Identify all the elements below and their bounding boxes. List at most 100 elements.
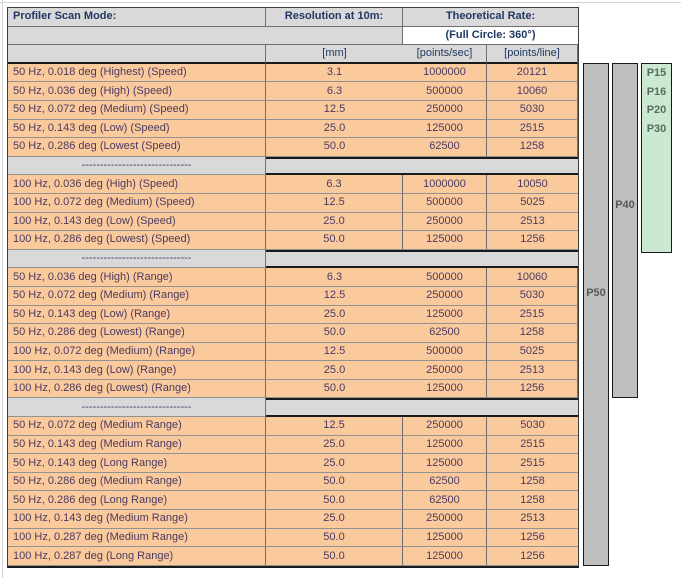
mode-cell[interactable]: 50 Hz, 0.018 deg (Highest) (Speed) (8, 63, 266, 83)
resolution-mm-cell[interactable]: 3.1 (266, 63, 403, 83)
mode-cell[interactable]: 100 Hz, 0.143 deg (Low) (Range) (8, 361, 266, 380)
resolution-mm-cell[interactable]: 50.0 (266, 231, 403, 250)
mode-cell[interactable]: 50 Hz, 0.143 deg (Low) (Speed) (8, 119, 266, 139)
header-unit-points-per-sec[interactable]: [points/sec] (403, 45, 487, 64)
points-per-sec-cell[interactable]: 250000 (403, 212, 487, 232)
points-per-line-cell[interactable]: 2513 (487, 361, 578, 380)
header-theoretical-rate[interactable]: Theoretical Rate: (403, 8, 578, 27)
mode-cell[interactable]: 50 Hz, 0.286 deg (Medium Range) (8, 472, 266, 492)
separator-dashes-cell[interactable]: ------------------------------ (8, 398, 266, 418)
points-per-sec-cell[interactable]: 250000 (403, 286, 487, 306)
points-per-sec-cell[interactable]: 125000 (403, 435, 487, 455)
mode-cell[interactable]: 50 Hz, 0.072 deg (Medium) (Speed) (8, 100, 266, 120)
points-per-line-cell[interactable]: 1256 (487, 547, 578, 566)
header-blank-cell-1[interactable] (8, 26, 266, 46)
points-per-line-cell[interactable]: 2515 (487, 454, 578, 473)
mode-cell[interactable]: 50 Hz, 0.143 deg (Long Range) (8, 454, 266, 473)
points-per-sec-cell[interactable]: 250000 (403, 100, 487, 120)
points-per-sec-cell[interactable]: 125000 (403, 305, 487, 325)
resolution-mm-cell[interactable]: 25.0 (266, 212, 403, 232)
points-per-line-cell[interactable]: 2515 (487, 305, 578, 325)
points-per-sec-cell[interactable]: 125000 (403, 379, 487, 399)
points-per-sec-cell[interactable]: 62500 (403, 491, 487, 511)
separator-blank-cell[interactable] (266, 398, 578, 418)
resolution-mm-cell[interactable]: 6.3 (266, 268, 403, 287)
points-per-line-cell[interactable]: 5030 (487, 417, 578, 436)
resolution-mm-cell[interactable]: 25.0 (266, 119, 403, 139)
header-blank-cell-3[interactable] (8, 45, 266, 64)
mode-cell[interactable]: 50 Hz, 0.036 deg (High) (Range) (8, 268, 266, 287)
mode-cell[interactable]: 50 Hz, 0.036 deg (High) (Speed) (8, 82, 266, 101)
resolution-mm-cell[interactable]: 6.3 (266, 175, 403, 194)
resolution-mm-cell[interactable]: 50.0 (266, 138, 403, 157)
points-per-line-cell[interactable]: 2515 (487, 435, 578, 455)
mode-cell[interactable]: 100 Hz, 0.072 deg (Medium) (Range) (8, 342, 266, 362)
points-per-line-cell[interactable]: 1256 (487, 379, 578, 399)
points-per-line-cell[interactable]: 10050 (487, 175, 578, 194)
resolution-mm-cell[interactable]: 6.3 (266, 82, 403, 101)
resolution-mm-cell[interactable]: 12.5 (266, 417, 403, 436)
merged-column-p-group[interactable]: P15 P16 P20 P30 (641, 63, 672, 253)
separator-dashes-cell[interactable]: ------------------------------ (8, 249, 266, 269)
header-unit-points-per-line[interactable]: [points/line] (487, 45, 578, 64)
points-per-sec-cell[interactable]: 250000 (403, 361, 487, 380)
points-per-line-cell[interactable]: 1256 (487, 528, 578, 548)
separator-dashes-cell[interactable]: ------------------------------ (8, 156, 266, 176)
mode-cell[interactable]: 50 Hz, 0.286 deg (Lowest (Speed) (8, 138, 266, 157)
resolution-mm-cell[interactable]: 50.0 (266, 528, 403, 548)
points-per-sec-cell[interactable]: 1000000 (403, 175, 487, 194)
separator-blank-cell[interactable] (266, 156, 578, 176)
resolution-mm-cell[interactable]: 50.0 (266, 547, 403, 566)
resolution-mm-cell[interactable]: 50.0 (266, 472, 403, 492)
mode-cell[interactable]: 50 Hz, 0.143 deg (Low) (Range) (8, 305, 266, 325)
points-per-line-cell[interactable]: 2515 (487, 119, 578, 139)
points-per-line-cell[interactable]: 5030 (487, 100, 578, 120)
points-per-line-cell[interactable]: 1258 (487, 472, 578, 492)
merged-column-p50[interactable]: P50 (583, 63, 609, 566)
points-per-line-cell[interactable]: 20121 (487, 63, 578, 83)
points-per-sec-cell[interactable]: 500000 (403, 268, 487, 287)
resolution-mm-cell[interactable]: 50.0 (266, 379, 403, 399)
resolution-mm-cell[interactable]: 25.0 (266, 454, 403, 473)
points-per-sec-cell[interactable]: 125000 (403, 454, 487, 473)
points-per-line-cell[interactable]: 2513 (487, 212, 578, 232)
mode-cell[interactable]: 50 Hz, 0.286 deg (Lowest) (Range) (8, 324, 266, 343)
points-per-sec-cell[interactable]: 125000 (403, 547, 487, 566)
header-resolution[interactable]: Resolution at 10m: (266, 8, 403, 27)
points-per-sec-cell[interactable]: 250000 (403, 417, 487, 436)
points-per-line-cell[interactable]: 1258 (487, 491, 578, 511)
mode-cell[interactable]: 100 Hz, 0.286 deg (Lowest) (Range) (8, 379, 266, 399)
mode-cell[interactable]: 50 Hz, 0.143 deg (Medium Range) (8, 435, 266, 455)
resolution-mm-cell[interactable]: 25.0 (266, 510, 403, 529)
points-per-line-cell[interactable]: 1258 (487, 324, 578, 343)
points-per-line-cell[interactable]: 2513 (487, 510, 578, 529)
mode-cell[interactable]: 100 Hz, 0.143 deg (Medium Range) (8, 510, 266, 529)
mode-cell[interactable]: 100 Hz, 0.287 deg (Long Range) (8, 547, 266, 566)
header-full-circle[interactable]: (Full Circle: 360°) (403, 26, 578, 46)
points-per-line-cell[interactable]: 5030 (487, 286, 578, 306)
points-per-line-cell[interactable]: 10060 (487, 82, 578, 101)
header-blank-cell-2[interactable] (266, 26, 403, 46)
resolution-mm-cell[interactable]: 25.0 (266, 305, 403, 325)
resolution-mm-cell[interactable]: 50.0 (266, 324, 403, 343)
points-per-sec-cell[interactable]: 500000 (403, 82, 487, 101)
resolution-mm-cell[interactable]: 12.5 (266, 342, 403, 362)
points-per-sec-cell[interactable]: 125000 (403, 119, 487, 139)
resolution-mm-cell[interactable]: 12.5 (266, 193, 403, 213)
resolution-mm-cell[interactable]: 25.0 (266, 361, 403, 380)
header-scan-mode[interactable]: Profiler Scan Mode: (8, 8, 266, 27)
mode-cell[interactable]: 50 Hz, 0.072 deg (Medium) (Range) (8, 286, 266, 306)
mode-cell[interactable]: 50 Hz, 0.286 deg (Long Range) (8, 491, 266, 511)
merged-column-p40[interactable]: P40 (612, 63, 638, 398)
resolution-mm-cell[interactable]: 25.0 (266, 435, 403, 455)
points-per-sec-cell[interactable]: 500000 (403, 342, 487, 362)
points-per-line-cell[interactable]: 5025 (487, 342, 578, 362)
mode-cell[interactable]: 100 Hz, 0.287 deg (Medium Range) (8, 528, 266, 548)
mode-cell[interactable]: 100 Hz, 0.286 deg (Lowest) (Speed) (8, 231, 266, 250)
points-per-line-cell[interactable]: 1258 (487, 138, 578, 157)
resolution-mm-cell[interactable]: 12.5 (266, 286, 403, 306)
separator-blank-cell[interactable] (266, 249, 578, 269)
header-unit-mm[interactable]: [mm] (266, 45, 403, 64)
resolution-mm-cell[interactable]: 12.5 (266, 100, 403, 120)
points-per-sec-cell[interactable]: 1000000 (403, 63, 487, 83)
